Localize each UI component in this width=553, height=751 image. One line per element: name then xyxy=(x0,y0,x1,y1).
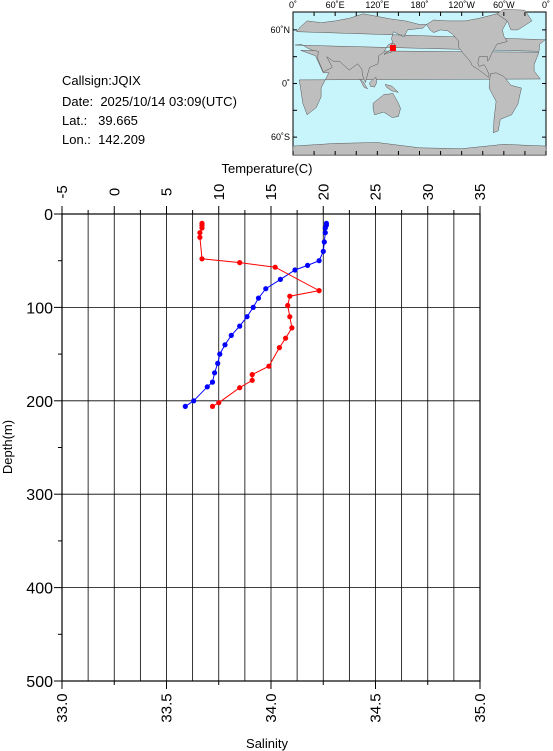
top-axis-tick-label: 35 xyxy=(472,184,489,201)
temperature-data-point xyxy=(277,276,283,282)
bottom-axis-tick-label: 33.5 xyxy=(159,693,176,722)
top-axis-tick-label: 0 xyxy=(106,188,123,196)
map-lon-tick-label: 180˚ xyxy=(410,0,428,10)
salinity-data-point xyxy=(289,325,295,331)
temperature-data-point xyxy=(222,342,228,348)
top-axis-tick-label: 20 xyxy=(315,184,332,201)
series-layer xyxy=(182,220,329,409)
salinity-data-point xyxy=(266,363,272,369)
salinity-data-point xyxy=(209,403,216,409)
salinity-data-point xyxy=(287,314,293,320)
salinity-data-point xyxy=(249,377,255,383)
salinity-data-point xyxy=(276,345,282,351)
temperature-series-line xyxy=(185,223,327,407)
salinity-data-point xyxy=(216,400,222,406)
lon-row: Lon.: 142.209 xyxy=(62,132,145,147)
temperature-data-point xyxy=(322,225,328,231)
bottom-axis-tick-label: 34.5 xyxy=(368,693,385,722)
salinity-data-point xyxy=(199,256,205,262)
temperature-data-point xyxy=(322,230,328,236)
map-landmass-south-america xyxy=(488,72,522,134)
temperature-data-point xyxy=(237,323,243,329)
map-landmass-borneo xyxy=(369,76,377,88)
temperature-data-point xyxy=(244,314,250,320)
temperature-data-point xyxy=(217,351,223,357)
lon-value: 142.209 xyxy=(98,132,146,147)
y-axis-tick-label: 400 xyxy=(26,581,53,598)
bottom-axis-tick-label: 33.0 xyxy=(54,693,71,722)
salinity-data-point xyxy=(237,260,243,266)
map-landmass-greenland xyxy=(496,9,533,31)
top-axis-tick-label: 15 xyxy=(263,184,280,201)
salinity-data-point xyxy=(237,385,243,391)
map-lon-tick-label: 120˚W xyxy=(448,0,475,10)
temperature-data-point xyxy=(292,267,298,273)
date-row: Date: 2025/10/14 03:09(UTC) xyxy=(62,94,237,109)
date-value: 2025/10/14 03:09(UTC) xyxy=(100,94,237,109)
salinity-series-line xyxy=(199,223,321,407)
temperature-data-point xyxy=(250,304,256,310)
top-axis-title: Temperature(C) xyxy=(221,161,312,176)
y-axis-tick-label: 0 xyxy=(44,207,53,224)
map-lon-tick-label: 0˚ xyxy=(289,0,297,10)
map-landmass-new-guinea xyxy=(384,84,400,93)
top-axis-tick-label: 30 xyxy=(420,184,437,201)
map-lon-tick-label: 60˚E xyxy=(326,0,345,10)
temperature-data-point xyxy=(228,332,234,338)
lat-row: Lat.: 39.665 xyxy=(62,113,138,128)
salinity-data-point xyxy=(272,264,278,270)
temperature-data-point xyxy=(191,398,197,404)
map-landmass-europe-asia xyxy=(295,13,546,84)
map-landmass-australia xyxy=(372,93,401,118)
salinity-data-point xyxy=(197,234,203,240)
lon-label: Lon.: xyxy=(62,132,91,147)
chart-grid xyxy=(61,213,481,682)
temperature-data-point xyxy=(204,384,210,390)
date-label: Date: xyxy=(62,94,94,109)
temperature-data-point xyxy=(209,379,216,385)
callsign-text: Callsign:JQIX xyxy=(62,73,141,88)
map-lat-tick-label: 60˚N xyxy=(270,25,290,35)
map-lon-tick-label: 120˚E xyxy=(365,0,389,10)
map-lon-tick-label: 60˚W xyxy=(493,0,515,10)
temperature-data-point xyxy=(321,239,327,245)
temperature-data-point xyxy=(255,295,262,301)
salinity-data-point xyxy=(283,335,289,341)
y-axis-tick-label: 100 xyxy=(26,300,53,317)
salinity-data-point xyxy=(287,293,293,299)
salinity-data-point xyxy=(285,302,291,309)
bottom-axis-title: Salinity xyxy=(246,736,288,751)
map-lat-tick-label: 0˚ xyxy=(282,79,290,89)
temperature-data-point xyxy=(182,403,188,409)
map-lat-tick-label: 60˚S xyxy=(271,132,290,142)
salinity-data-point xyxy=(199,225,205,231)
map-lon-tick-label: 0˚ xyxy=(542,0,550,10)
top-axis-tick-label: -5 xyxy=(54,185,71,198)
lat-value: 39.665 xyxy=(98,113,138,128)
map-landmass-sumatra xyxy=(359,78,369,90)
temperature-data-point xyxy=(316,258,322,264)
y-axis-title: Depth(m) xyxy=(0,420,15,474)
top-axis-tick-label: 25 xyxy=(368,184,385,201)
salinity-data-point xyxy=(249,372,255,378)
bottom-axis-tick-label: 35.0 xyxy=(472,693,489,722)
salinity-data-point xyxy=(197,230,203,236)
salinity-data-point xyxy=(316,288,322,294)
top-axis-tick-label: 10 xyxy=(211,184,228,201)
y-axis-tick-label: 300 xyxy=(26,487,53,504)
y-axis-tick-label: 500 xyxy=(26,674,53,691)
temperature-data-point xyxy=(305,262,311,268)
lat-label: Lat.: xyxy=(62,113,88,128)
temperature-data-point xyxy=(320,248,326,254)
bottom-axis-tick-label: 34.0 xyxy=(263,693,280,722)
location-map: 0˚ 60˚E 120˚E 180˚ 120˚W 60˚W 0˚ 60˚N 0˚ 60˚S xyxy=(270,0,550,156)
station-marker xyxy=(389,45,396,52)
temperature-data-point xyxy=(263,286,269,292)
temperature-data-point xyxy=(212,370,218,376)
top-axis-tick-label: 5 xyxy=(159,188,176,196)
y-axis-tick-label: 200 xyxy=(26,394,53,411)
temperature-data-point xyxy=(215,360,221,366)
